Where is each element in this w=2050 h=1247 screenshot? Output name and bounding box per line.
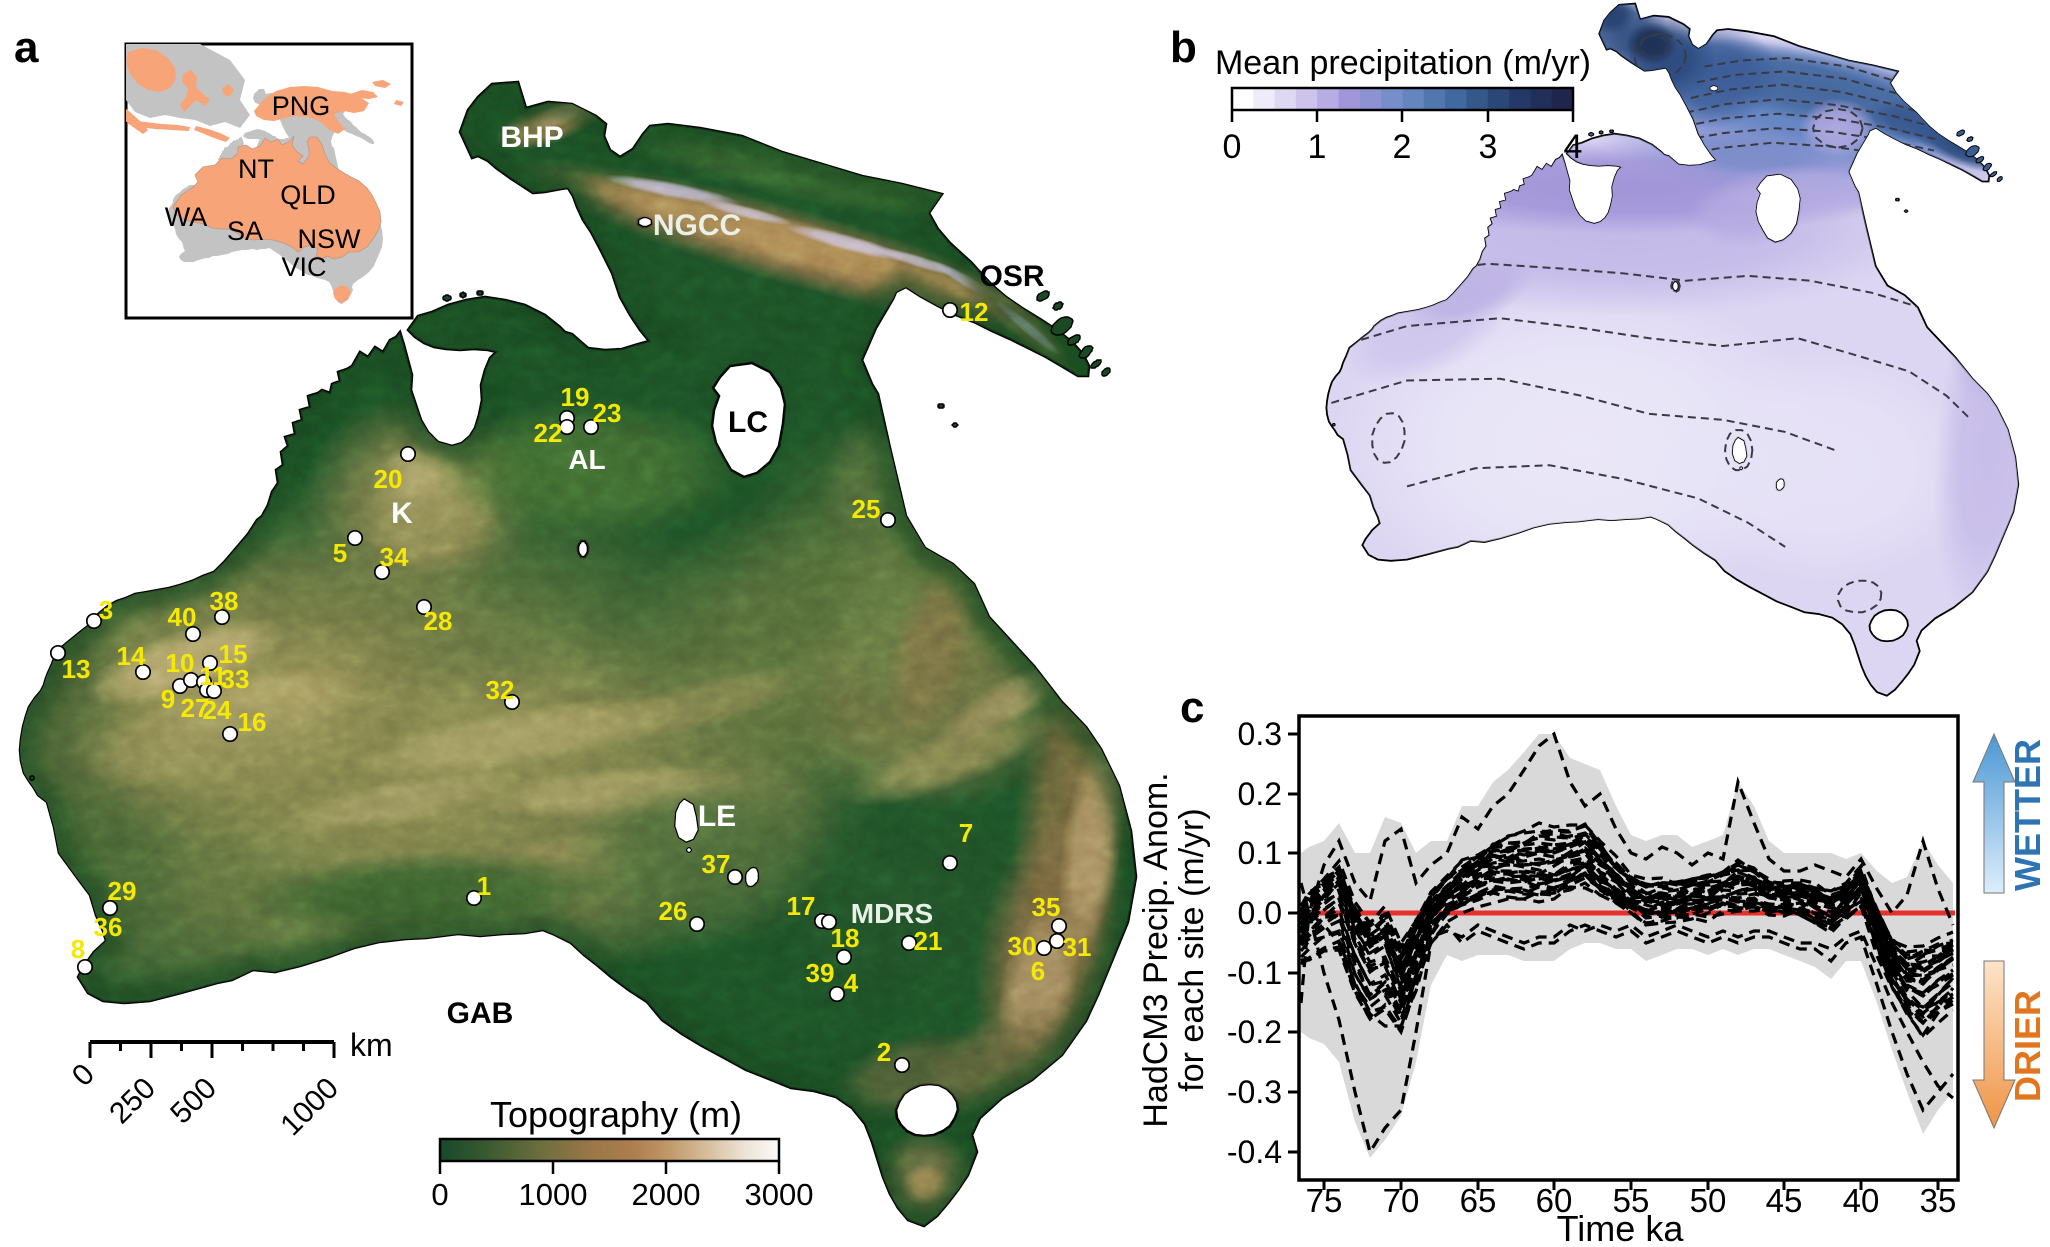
svg-text:WETTER: WETTER — [2007, 739, 2048, 891]
svg-text:27: 27 — [181, 693, 210, 723]
svg-text:17: 17 — [787, 891, 816, 921]
svg-text:for each site (m/yr): for each site (m/yr) — [1173, 808, 1211, 1091]
svg-text:3000: 3000 — [745, 1177, 814, 1212]
svg-text:4: 4 — [844, 968, 859, 998]
svg-text:2000: 2000 — [632, 1177, 701, 1212]
svg-text:0.2: 0.2 — [1238, 776, 1282, 812]
svg-text:LC: LC — [728, 406, 768, 439]
svg-text:11: 11 — [199, 661, 227, 691]
svg-text:31: 31 — [1063, 932, 1092, 962]
svg-text:NSW: NSW — [298, 224, 362, 254]
svg-text:0.0: 0.0 — [1238, 895, 1282, 931]
svg-text:K: K — [391, 497, 413, 530]
svg-text:BHP: BHP — [500, 121, 563, 154]
svg-text:Mean precipitation (m/yr): Mean precipitation (m/yr) — [1215, 44, 1591, 82]
svg-text:26: 26 — [659, 896, 688, 926]
svg-text:55: 55 — [1613, 1182, 1650, 1219]
svg-text:km: km — [350, 1027, 393, 1063]
svg-text:35: 35 — [1920, 1182, 1957, 1219]
svg-text:50: 50 — [1690, 1182, 1727, 1219]
svg-text:0: 0 — [1223, 128, 1242, 166]
svg-text:8: 8 — [71, 934, 85, 964]
svg-text:20: 20 — [374, 464, 403, 494]
svg-text:MDRS: MDRS — [851, 898, 933, 929]
svg-text:3: 3 — [1479, 128, 1498, 166]
svg-text:WA: WA — [165, 202, 208, 232]
svg-text:5: 5 — [333, 538, 347, 568]
svg-text:GAB: GAB — [447, 997, 514, 1030]
svg-text:38: 38 — [210, 586, 239, 616]
svg-text:1: 1 — [1308, 128, 1327, 166]
svg-text:4: 4 — [1564, 128, 1583, 166]
svg-text:10: 10 — [166, 648, 195, 678]
svg-text:37: 37 — [702, 849, 731, 879]
svg-text:40: 40 — [168, 602, 197, 632]
svg-text:14: 14 — [117, 641, 146, 671]
svg-text:-0.4: -0.4 — [1227, 1134, 1282, 1170]
svg-text:LE: LE — [698, 800, 736, 833]
svg-text:65: 65 — [1460, 1182, 1497, 1219]
svg-text:-0.3: -0.3 — [1227, 1074, 1282, 1110]
svg-text:36: 36 — [94, 912, 123, 942]
svg-text:NT: NT — [238, 154, 274, 184]
svg-text:NGCC: NGCC — [653, 209, 741, 242]
svg-text:13: 13 — [62, 654, 91, 684]
svg-text:33: 33 — [221, 664, 250, 694]
svg-text:25: 25 — [852, 494, 881, 524]
svg-text:19: 19 — [561, 382, 590, 412]
svg-text:VIC: VIC — [281, 252, 326, 282]
svg-text:b: b — [1170, 23, 1197, 72]
svg-text:QLD: QLD — [280, 180, 336, 210]
svg-text:0.3: 0.3 — [1238, 716, 1282, 752]
svg-text:32: 32 — [486, 675, 515, 705]
svg-text:3: 3 — [99, 595, 113, 625]
svg-text:AL: AL — [568, 444, 605, 475]
svg-text:6: 6 — [1031, 956, 1045, 986]
svg-text:-0.2: -0.2 — [1227, 1014, 1282, 1050]
svg-text:24: 24 — [203, 695, 232, 725]
svg-text:34: 34 — [380, 542, 409, 572]
svg-text:9: 9 — [161, 684, 175, 714]
svg-text:0.1: 0.1 — [1238, 835, 1282, 871]
svg-text:OSR: OSR — [979, 260, 1044, 293]
svg-text:75: 75 — [1306, 1182, 1343, 1219]
svg-text:23: 23 — [593, 398, 622, 428]
svg-text:Time ka: Time ka — [1557, 1208, 1685, 1242]
svg-text:60: 60 — [1536, 1182, 1573, 1219]
svg-text:16: 16 — [238, 707, 267, 737]
svg-text:30: 30 — [1008, 931, 1037, 961]
svg-text:40: 40 — [1843, 1182, 1880, 1219]
svg-text:7: 7 — [959, 818, 973, 848]
svg-text:39: 39 — [806, 958, 835, 988]
svg-text:SA: SA — [227, 216, 263, 246]
svg-text:1000: 1000 — [519, 1177, 588, 1212]
svg-text:21: 21 — [914, 926, 943, 956]
svg-text:45: 45 — [1766, 1182, 1803, 1219]
svg-text:HadCM3 Precip. Anom.: HadCM3 Precip. Anom. — [1137, 772, 1175, 1127]
svg-text:PNG: PNG — [272, 91, 331, 121]
svg-text:22: 22 — [534, 418, 563, 448]
svg-text:c: c — [1180, 683, 1204, 732]
svg-text:28: 28 — [424, 606, 453, 636]
svg-text:29: 29 — [108, 876, 137, 906]
svg-text:0: 0 — [431, 1177, 448, 1212]
svg-text:2: 2 — [877, 1037, 891, 1067]
svg-text:35: 35 — [1032, 892, 1061, 922]
svg-text:70: 70 — [1383, 1182, 1420, 1219]
svg-text:-0.1: -0.1 — [1227, 955, 1282, 991]
svg-text:DRIER: DRIER — [2007, 990, 2048, 1102]
svg-text:15: 15 — [219, 639, 248, 669]
svg-text:1: 1 — [477, 871, 491, 901]
svg-text:2: 2 — [1393, 128, 1412, 166]
svg-text:a: a — [14, 23, 39, 72]
svg-text:18: 18 — [831, 923, 860, 953]
svg-text:12: 12 — [960, 297, 989, 327]
svg-text:Topography (m): Topography (m) — [490, 1094, 742, 1135]
